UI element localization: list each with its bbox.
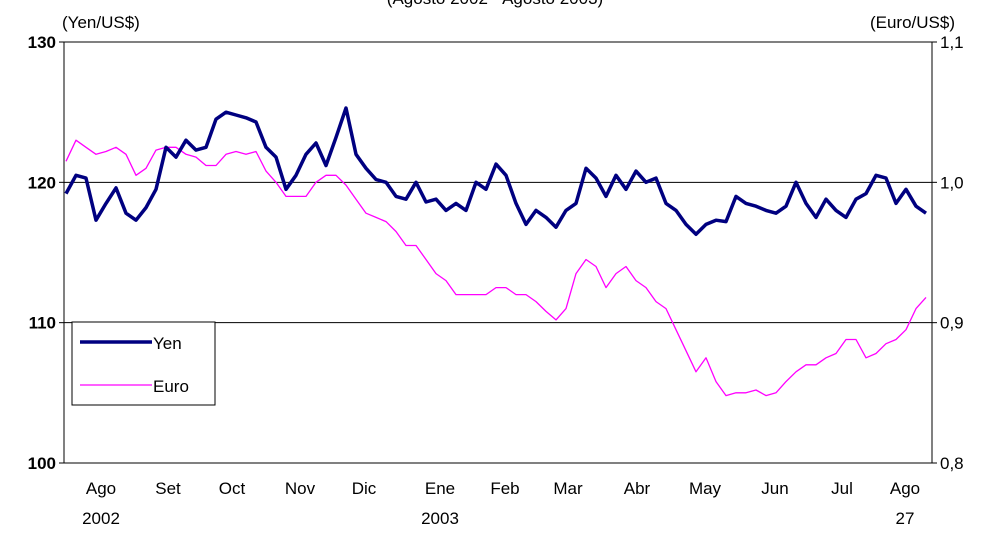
x-tick-label: Feb <box>490 479 519 498</box>
chart-subtitle: (Agosto 2002 - Agosto 2003) <box>387 0 603 8</box>
x-tick-label: May <box>689 479 722 498</box>
legend-box <box>71 321 216 406</box>
x-tick-sublabel: 27 <box>896 509 915 528</box>
y2-tick-label: 1,0 <box>940 173 964 192</box>
x-tick-label: Ago <box>86 479 116 498</box>
y-axis-label: (Yen/US$) <box>62 13 140 32</box>
y-tick-label: 100 <box>28 454 56 473</box>
x-tick-label: Dic <box>352 479 377 498</box>
y2-tick-label: 1,1 <box>940 33 964 52</box>
y-tick-label: 130 <box>28 33 56 52</box>
x-tick-label: Ago <box>890 479 920 498</box>
series-line <box>64 106 928 237</box>
y2-tick-label: 0,9 <box>940 314 964 333</box>
y2-tick-label: 0,8 <box>940 454 964 473</box>
x-tick-sublabel: 2002 <box>82 509 120 528</box>
series-line <box>65 139 927 397</box>
x-tick-label: Nov <box>285 479 316 498</box>
y-tick-label: 120 <box>28 173 56 192</box>
x-tick-label: Oct <box>219 479 246 498</box>
y-tick-label: 110 <box>29 314 56 333</box>
x-tick-label: Mar <box>553 479 583 498</box>
y2-axis-label: (Euro/US$) <box>870 13 955 32</box>
x-tick-label: Jun <box>761 479 788 498</box>
x-tick-sublabel: 2003 <box>421 509 459 528</box>
x-tick-label: Abr <box>624 479 651 498</box>
x-tick-label: Jul <box>831 479 853 498</box>
legend: Yen Euro <box>71 321 216 406</box>
x-tick-label: Ene <box>425 479 455 498</box>
legend-label: Euro <box>153 377 189 396</box>
legend-label: Yen <box>153 334 182 353</box>
x-tick-label: Set <box>155 479 181 498</box>
